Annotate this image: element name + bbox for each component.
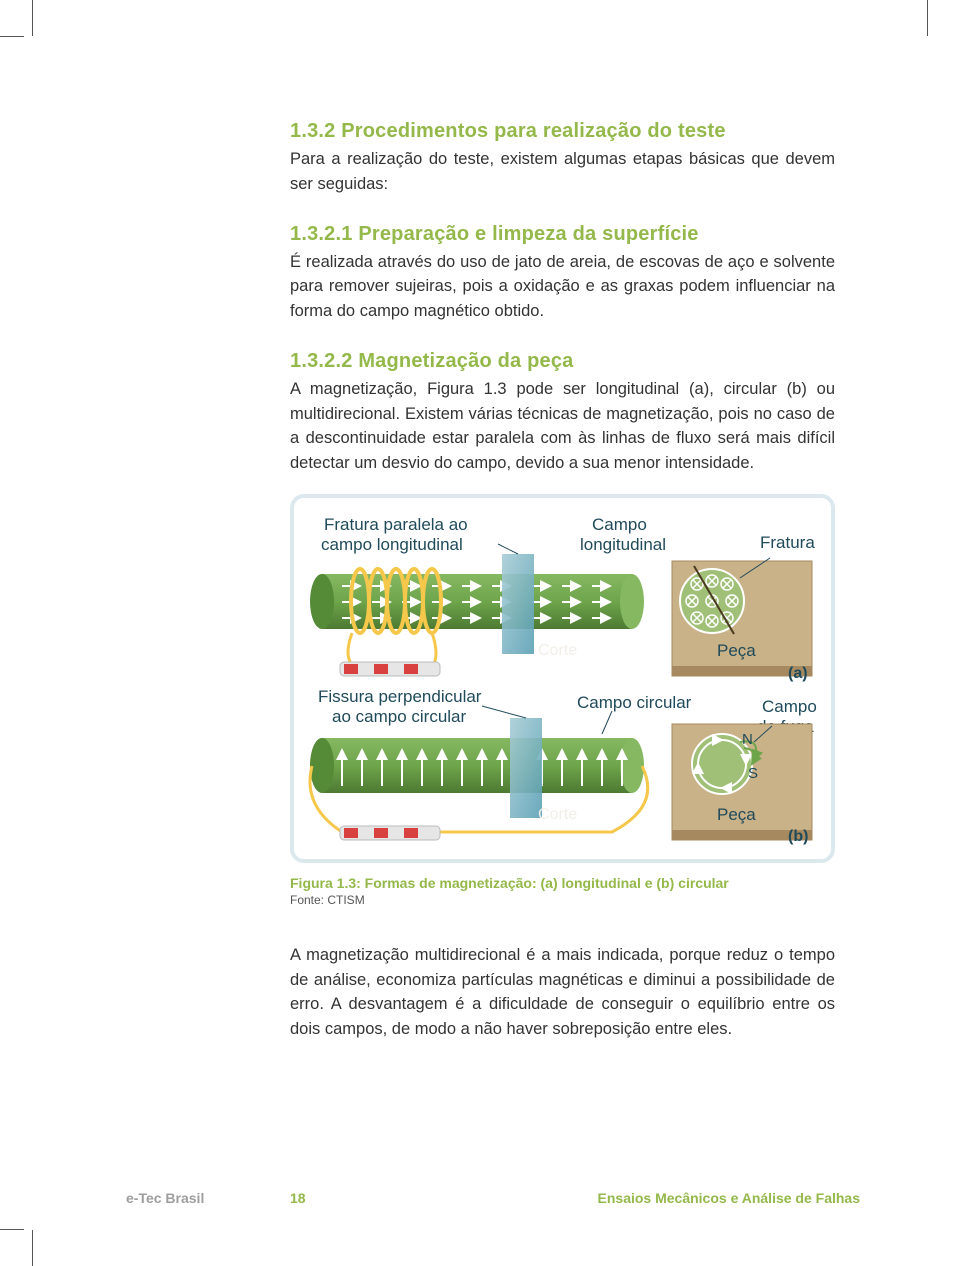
page-footer: e-Tec Brasil 18 Ensaios Mecânicos e Anál…	[0, 1190, 960, 1206]
label-fratura-paralela-2: campo longitudinal	[321, 535, 463, 554]
cylinder-bottom	[322, 738, 632, 793]
cut-plane-top	[502, 554, 534, 654]
cut-plane-bottom	[510, 718, 542, 818]
label-corte-bottom: Corte	[538, 806, 577, 823]
battery-bottom	[340, 826, 440, 840]
label-campo-long-1: Campo	[592, 515, 647, 534]
footer-page-number: 18	[290, 1190, 306, 1206]
label-S: S	[748, 765, 758, 782]
figure-source: Fonte: CTISM	[290, 893, 835, 907]
figure-1-3: Fratura paralela ao campo longitudinal C…	[290, 494, 835, 863]
footer-title: Ensaios Mecânicos e Análise de Falhas	[598, 1190, 860, 1206]
paragraph-intro: Para a realização do teste, existem algu…	[290, 147, 835, 197]
label-fissura-perp-2: ao campo circular	[332, 707, 467, 726]
label-N: N	[742, 731, 753, 748]
paragraph-after-figure: A magnetização multidirecional é a mais …	[290, 943, 835, 1042]
label-campo-circular: Campo circular	[577, 693, 692, 712]
page-content: 1.3.2 Procedimentos para realização do t…	[290, 120, 835, 1042]
label-campo-long-2: longitudinal	[580, 535, 666, 554]
label-fissura-perp-1: Fissura perpendicular	[318, 687, 482, 706]
label-fratura-paralela-1: Fratura paralela ao	[324, 515, 468, 534]
figure-caption: Figura 1.3: Formas de magnetização: (a) …	[290, 875, 835, 891]
footer-brand: e-Tec Brasil	[126, 1190, 204, 1206]
paragraph-magnet: A magnetização, Figura 1.3 pode ser long…	[290, 377, 835, 476]
pointer-campo-circ	[602, 711, 612, 734]
figure-svg: Fratura paralela ao campo longitudinal C…	[302, 506, 823, 846]
cylinder-top-endcap-right	[620, 574, 644, 629]
cylinder-bottom-endcap-left	[310, 738, 334, 793]
heading-1-3-2-2: 1.3.2.2 Magnetização da peça	[290, 350, 835, 373]
panel-letter-a: (a)	[788, 665, 808, 682]
heading-1-3-2: 1.3.2 Procedimentos para realização do t…	[290, 120, 835, 143]
battery-top	[340, 662, 440, 676]
pointer-fratura-parallel	[498, 544, 518, 554]
cylinder-top-endcap-left	[310, 574, 334, 629]
label-fratura-top: Fratura	[760, 533, 815, 552]
label-peca-top: Peça	[717, 641, 756, 660]
pointer-fissura-perp	[482, 706, 526, 718]
label-corte-top: Corte	[538, 642, 577, 659]
label-peca-bottom: Peça	[717, 805, 756, 824]
panel-letter-b: (b)	[788, 828, 808, 845]
cylinder-bottom-endcap-right	[620, 738, 644, 793]
heading-1-3-2-1: 1.3.2.1 Preparação e limpeza da superfíc…	[290, 223, 835, 246]
paragraph-prep: É realizada através do uso de jato de ar…	[290, 250, 835, 324]
label-campo-fuga-1: Campo	[762, 697, 817, 716]
